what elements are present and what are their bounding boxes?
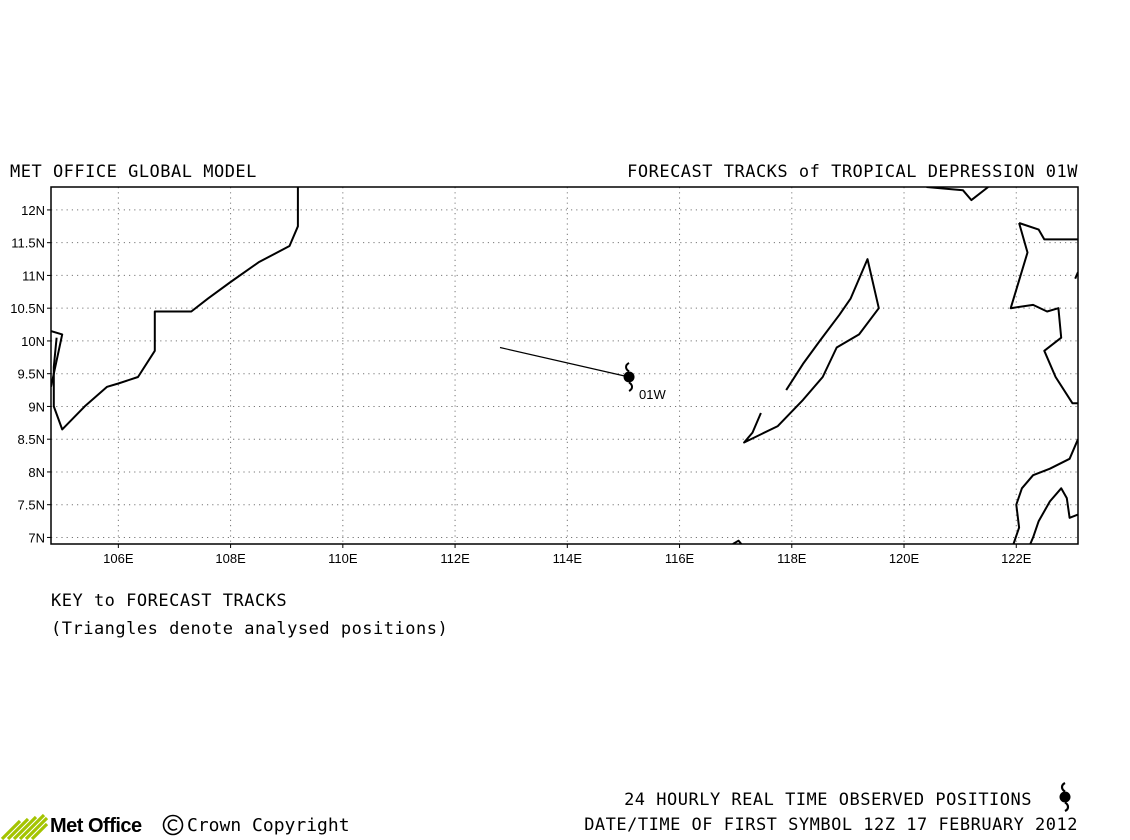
lon-label-116: 116E [665,551,695,566]
coastline-9 [1029,487,1078,544]
met-office-logo: Met Office [0,812,142,840]
coastline-8 [1012,438,1078,544]
coastline-3 [1018,222,1078,241]
lon-label-114: 114E [553,551,583,566]
map-frame [50,186,1079,545]
lon-label-108: 108E [215,551,246,566]
key-title: KEY to FORECAST TRACKS [51,591,288,611]
cyclone-symbol-icon [1059,782,1071,812]
coastline-1 [51,330,64,388]
coastline-7 [743,258,880,444]
key-note: (Triangles denote analysed positions) [51,619,449,639]
lon-tick-labels: 106E 108E 110E 112E 114E 116E 118E 120E 122E [103,551,1032,566]
copyright-notice: Crown Copyright [162,814,350,836]
lat-label-10.5: 10.5N [10,301,45,316]
lat-label-10: 10N [21,334,45,349]
forecast-track [499,346,630,378]
met-office-logo-icon [0,813,48,840]
lat-label-8: 8N [28,465,45,480]
lat-label-9: 9N [28,399,45,414]
observed-positions-label: 24 HOURLY REAL TIME OBSERVED POSITIONS [624,790,1032,810]
coastline-2 [926,187,989,202]
lat-tick-labels: 7N 7.5N 8N 8.5N 9N 9.5N 10N 10.5N 11N 11.5N 12N [10,203,45,546]
storm-marker-group: 01W [623,362,666,402]
lon-label-112: 112E [440,551,470,566]
grid [47,187,1078,548]
model-title: MET OFFICE GLOBAL MODEL [10,162,257,182]
lon-label-120: 120E [889,551,920,566]
lat-label-8.5: 8.5N [18,432,45,447]
lon-label-110: 110E [328,551,358,566]
lon-label-106: 106E [103,551,134,566]
copyright-text: Crown Copyright [187,814,350,836]
chart-title: FORECAST TRACKS of TROPICAL DEPRESSION 0… [627,162,1078,182]
storm-label: 01W [639,387,666,402]
lat-label-7: 7N [28,530,45,545]
cyclone-marker-icon [623,362,635,392]
coastlines [51,187,1078,544]
datetime-label: DATE/TIME OF FIRST SYMBOL 12Z 17 FEBRUAR… [584,815,1078,835]
forecast-track-line [499,346,630,378]
copyright-icon [162,814,184,836]
met-office-logo-text: Met Office [50,814,142,837]
lat-label-11: 11N [22,268,45,283]
lon-label-122: 122E [1001,551,1032,566]
lat-label-9.5: 9.5N [18,367,45,382]
lon-label-118: 118E [777,551,807,566]
lat-label-12: 12N [21,203,45,218]
lat-label-7.5: 7.5N [18,498,45,513]
lat-label-11.5: 11.5N [11,236,45,251]
coastline-0 [52,187,299,431]
coastline-5 [1009,222,1078,405]
coastline-6 [732,539,743,544]
